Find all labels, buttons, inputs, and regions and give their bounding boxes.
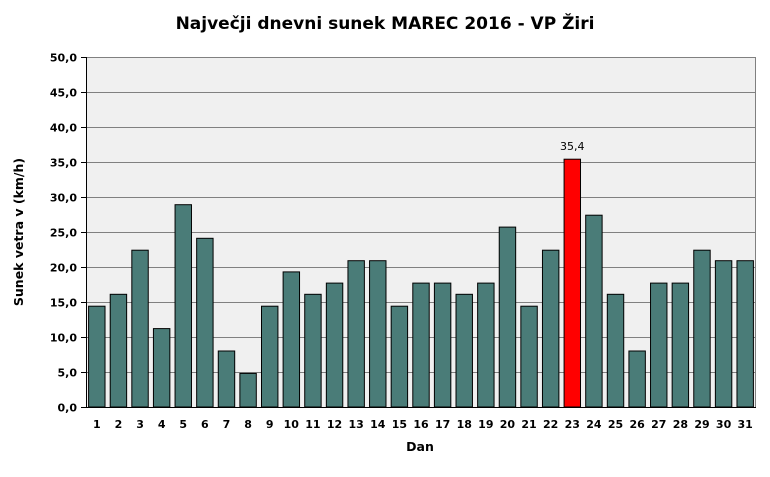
y-tick-label: 0,0 — [58, 402, 78, 415]
bar-day-20 — [498, 226, 517, 408]
bar-day-7 — [217, 350, 236, 408]
x-tick-label: 23 — [565, 418, 580, 431]
bar-day-29 — [693, 249, 711, 408]
data-labels: 35,4 — [560, 140, 585, 153]
x-tick-label: 15 — [392, 418, 407, 431]
bar-day-14 — [369, 260, 387, 408]
x-tick-label: 24 — [586, 418, 602, 431]
x-tick-label: 9 — [266, 418, 274, 431]
x-tick-label: 19 — [478, 418, 493, 431]
bar-day-21 — [520, 305, 538, 408]
x-tick-label: 3 — [136, 418, 144, 431]
x-tick-label: 14 — [370, 418, 386, 431]
x-tick-label: 27 — [651, 418, 666, 431]
bar-day-27 — [650, 282, 668, 408]
y-tick-label: 45,0 — [50, 87, 77, 100]
y-tick-label: 10,0 — [50, 332, 77, 345]
y-tick-label: 15,0 — [50, 297, 77, 310]
x-tick-label: 21 — [521, 418, 536, 431]
bar-day-22 — [541, 249, 560, 408]
y-tick-label: 40,0 — [50, 122, 77, 135]
bar-day-24 — [585, 214, 603, 408]
bar-day-3 — [131, 249, 149, 408]
bar-day-26 — [628, 350, 646, 408]
x-tick-label: 20 — [500, 418, 516, 431]
x-tick-label: 4 — [158, 418, 166, 431]
bar-day-18 — [455, 293, 473, 408]
x-tick-labels: 1 2 3 4 5 6 7 8 9 10 11 12 13 14 15 16 17 18 19 20 21 22 23 24 2… — [93, 418, 753, 431]
x-tick-label: 17 — [435, 418, 450, 431]
y-tick-label: 35,0 — [50, 157, 77, 170]
x-tick-label: 29 — [694, 418, 709, 431]
bar-day-5 — [174, 204, 192, 408]
bar-day-13 — [347, 260, 365, 408]
x-tick-label: 13 — [349, 418, 364, 431]
x-tick-label: 31 — [738, 418, 753, 431]
y-tick-label: 30,0 — [50, 192, 77, 205]
bar-day-4 — [152, 328, 171, 408]
x-tick-label: 30 — [716, 418, 732, 431]
bar-day-19 — [477, 282, 495, 408]
x-tick-label: 18 — [457, 418, 472, 431]
bar-day-16 — [412, 282, 430, 408]
bar-day-8 — [239, 372, 257, 408]
bar-day-10 — [282, 271, 301, 408]
x-tick-label: 6 — [201, 418, 209, 431]
bar-day-9 — [261, 305, 279, 408]
x-tick-label: 22 — [543, 418, 558, 431]
bar-day-12 — [325, 282, 344, 408]
x-tick-label: 26 — [629, 418, 645, 431]
y-tick-label: 5,0 — [58, 367, 78, 380]
bar-day-25 — [606, 293, 625, 408]
y-tick-label: 50,0 — [50, 52, 77, 65]
x-axis-label: Dan — [406, 439, 434, 454]
bar-day-28 — [671, 282, 690, 408]
chart-title: Največji dnevni sunek MAREC 2016 - VP Ži… — [176, 12, 595, 34]
x-tick-label: 16 — [413, 418, 429, 431]
x-tick-label: 8 — [244, 418, 252, 431]
x-tick-label: 2 — [115, 418, 123, 431]
x-tick-label: 7 — [223, 418, 231, 431]
x-tick-label: 12 — [327, 418, 342, 431]
x-tick-label: 1 — [93, 418, 101, 431]
bar-day-2 — [109, 293, 128, 408]
bar-day-17 — [433, 282, 452, 408]
y-tick-label: 25,0 — [50, 227, 77, 240]
bar-day-30 — [714, 260, 733, 408]
data-label: 35,4 — [560, 140, 585, 153]
x-tick-label: 25 — [608, 418, 623, 431]
x-tick-label: 11 — [305, 418, 320, 431]
bar-day-11 — [304, 293, 322, 408]
y-tick-label: 20,0 — [50, 262, 77, 275]
bars — [88, 158, 754, 408]
y-axis-label: Sunek vetra v (km/h) — [11, 158, 26, 306]
axes — [86, 57, 756, 408]
bar-day-23 — [563, 158, 582, 408]
bar-day-1 — [88, 305, 106, 408]
x-tick-label: 10 — [284, 418, 300, 431]
x-tick-label: 28 — [673, 418, 688, 431]
x-tick-label: 5 — [179, 418, 187, 431]
bar-day-15 — [390, 305, 409, 408]
bar-day-31 — [736, 260, 754, 408]
y-tick-labels: 0,0 5,0 10,0 15,0 20,0 25,0 30,0 35,0 40,0 45,0 50… — [50, 52, 77, 415]
bar-day-6 — [196, 237, 214, 408]
